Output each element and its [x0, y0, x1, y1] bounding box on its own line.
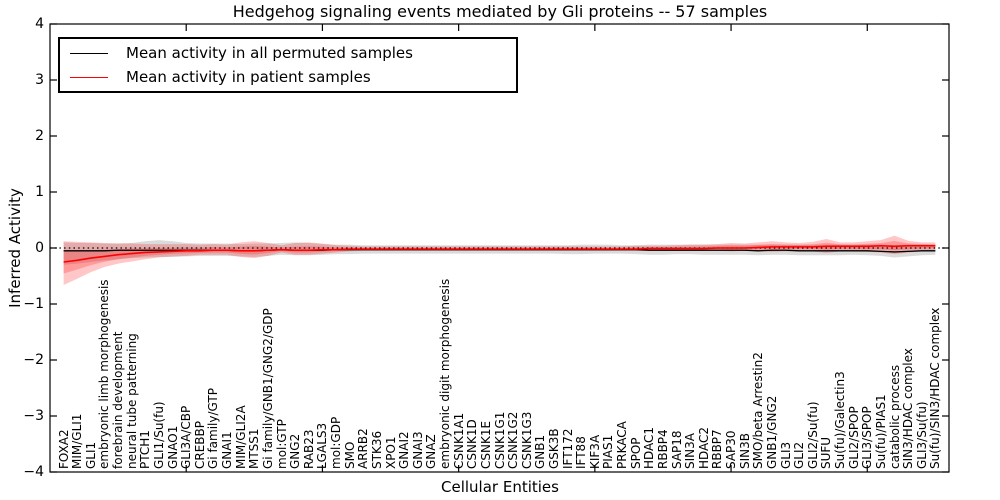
x-category-label: Gi family/GNB1/GNG2/GDP	[260, 308, 275, 469]
x-category-label: GLI2/SPOP	[846, 406, 861, 469]
y-tick-label: 0	[35, 240, 44, 256]
legend: Mean activity in all permuted samples Me…	[58, 37, 518, 93]
x-category-label: SAP18	[669, 430, 684, 469]
x-category-label: HDAC2	[696, 426, 711, 469]
x-category-label: catabolic process	[887, 364, 902, 469]
x-category-label: LGALS3	[315, 422, 330, 469]
x-category-label: CSNK1E	[478, 420, 493, 469]
x-category-label: GNB1	[533, 434, 548, 469]
x-category-label: SMO/beta Arrestin2	[751, 352, 766, 469]
x-category-label: STK36	[369, 430, 384, 469]
x-category-label: GLI3A/CBP	[179, 405, 194, 469]
x-category-label: GLI2	[792, 441, 807, 469]
x-category-label: GNAO1	[165, 425, 180, 469]
mean-line-1	[63, 244, 936, 263]
x-category-label: SPOP	[628, 437, 643, 469]
x-category-label: mol:GDP	[329, 416, 344, 469]
x-category-label: PIAS1	[601, 434, 616, 469]
x-category-label: CSNK1D	[465, 419, 480, 469]
x-category-label: GLI2/Su(fu)	[805, 401, 820, 469]
y-tick-label: 4	[35, 16, 44, 32]
x-category-label: Su(fu)/PIAS1	[873, 394, 888, 469]
legend-label-patient-samples: Mean activity in patient samples	[126, 68, 371, 86]
chart-title: Hedgehog signaling events mediated by Gl…	[232, 2, 768, 21]
confidence-band-1	[63, 235, 936, 285]
x-category-label: HDAC1	[642, 426, 657, 469]
x-category-label: GLI3	[778, 441, 793, 469]
x-category-label: forebrain development	[111, 331, 126, 469]
x-category-label: CSNK1A1	[451, 412, 466, 469]
x-category-label: SMO	[342, 441, 357, 469]
x-category-label: RBBP7	[710, 429, 725, 469]
x-category-label: KIF3A	[587, 434, 602, 469]
y-tick-label: 2	[35, 128, 44, 144]
x-category-label: Su(fu)/SIN3/HDAC complex	[928, 307, 943, 469]
x-category-label: FOXA2	[56, 429, 71, 469]
x-category-label: embryonic digit morphogenesis	[438, 278, 452, 469]
legend-row-patient: Mean activity in patient samples	[60, 65, 516, 89]
x-category-label: IFT172	[560, 428, 575, 469]
x-category-label: PTCH1	[138, 430, 153, 469]
y-tick-label: 1	[35, 184, 44, 200]
legend-line-patient-samples	[70, 76, 108, 78]
x-category-label: GNAI1	[220, 431, 235, 469]
x-category-label: GLI1	[83, 441, 98, 469]
x-category-label: GNB1/GNG2	[764, 395, 779, 469]
legend-label-permuted-samples: Mean activity in all permuted samples	[126, 44, 413, 62]
x-category-label: neural tube patterning	[124, 333, 139, 469]
x-category-label: GNG2	[288, 433, 303, 469]
x-category-label: PRKACA	[615, 421, 630, 469]
x-category-label: CSNK1G2	[506, 411, 521, 469]
y-tick-label: −1	[23, 296, 44, 312]
x-category-label: CSNK1G1	[492, 411, 507, 469]
x-category-label: CREBBP	[192, 421, 207, 469]
x-category-label: GLI3/SPOP	[860, 406, 875, 469]
confidence-band-0	[63, 240, 936, 265]
x-category-label: SAP30	[724, 430, 739, 469]
x-category-label: Gi family/GTP	[206, 388, 221, 469]
x-category-label: GLI1/Su(fu)	[151, 401, 166, 469]
x-category-label: MIM/GLI2A	[233, 405, 248, 469]
x-category-label: mol:GTP	[274, 419, 289, 469]
x-category-label: CSNK1G3	[519, 411, 534, 469]
y-tick-label: −2	[23, 352, 44, 368]
legend-line-permuted-samples	[70, 52, 108, 54]
y-tick-label: −4	[23, 464, 44, 480]
legend-row-permuted: Mean activity in all permuted samples	[60, 41, 516, 65]
x-category-label: GNAZ	[424, 434, 439, 469]
y-tick-label: −3	[23, 408, 44, 424]
x-category-label: ARRB2	[356, 428, 371, 469]
y-tick-label: 3	[35, 72, 44, 88]
x-category-label: XPO1	[383, 436, 398, 469]
x-category-label: GLI3/Su(fu)	[914, 401, 929, 469]
x-category-label: Su(fu)/Galectin3	[833, 371, 848, 469]
x-category-label: RBBP4	[655, 429, 670, 469]
x-category-label: MIM/GLI1	[70, 413, 85, 469]
x-category-label: SIN3/HDAC complex	[901, 348, 916, 469]
x-category-label: GSK3B	[546, 428, 561, 469]
x-category-label: GNAI2	[397, 431, 412, 469]
x-category-label: SIN3A	[683, 433, 698, 469]
x-category-label: MTSS1	[247, 428, 262, 469]
x-category-label: SIN3B	[737, 433, 752, 469]
x-category-label: SUFU	[819, 436, 834, 469]
x-category-label: GNAI3	[410, 431, 425, 469]
x-category-label: IFT88	[574, 436, 589, 469]
x-axis-label: Cellular Entities	[441, 478, 559, 496]
x-category-label: embryonic limb morphogenesis	[97, 279, 112, 469]
x-category-label: RAB23	[301, 429, 316, 469]
